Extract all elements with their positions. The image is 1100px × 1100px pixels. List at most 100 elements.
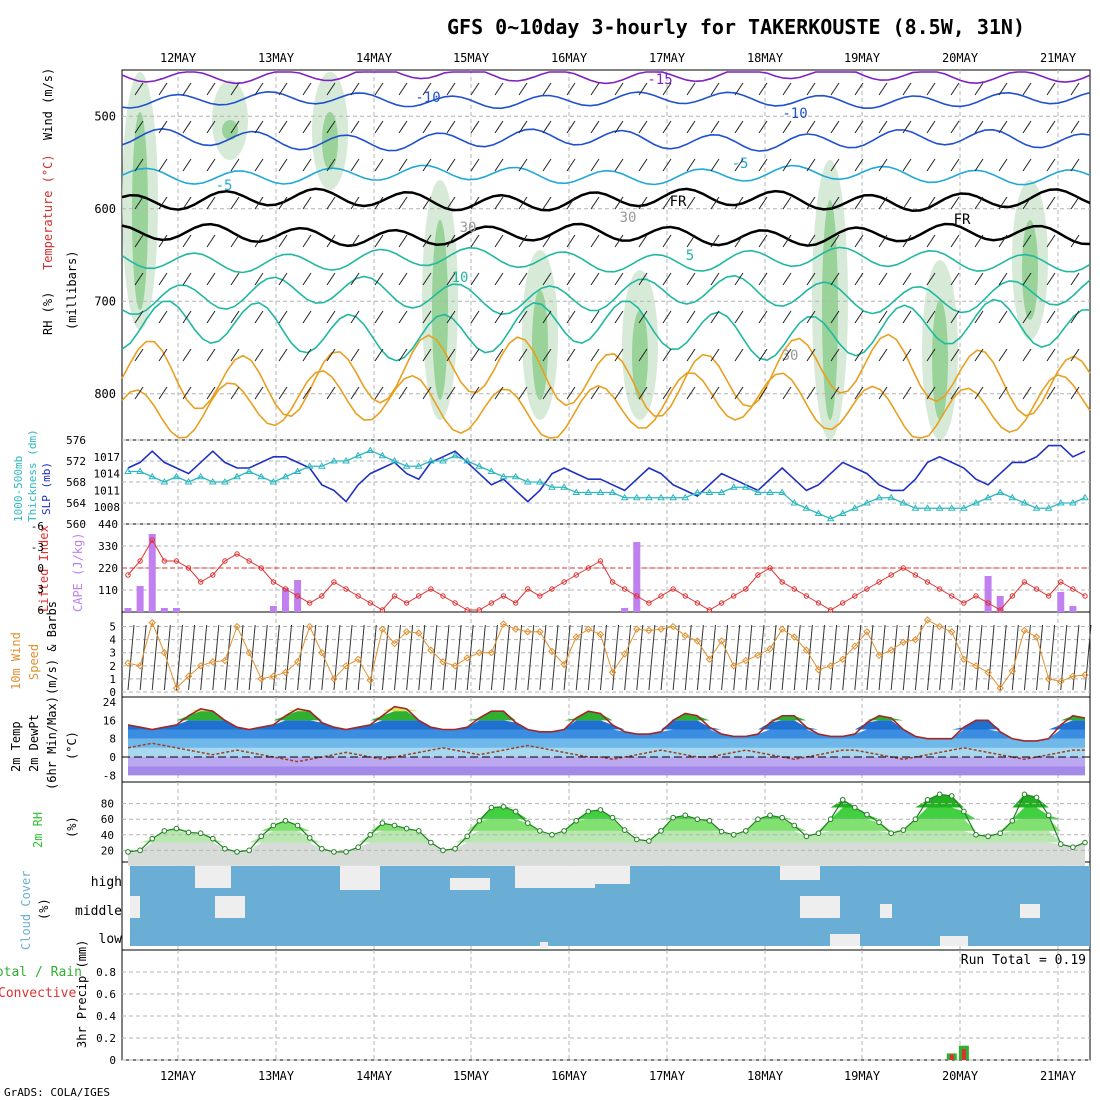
rh-point	[294, 822, 301, 829]
lifted-index-point	[864, 586, 870, 592]
rh-point	[1009, 817, 1016, 824]
wind-barb	[590, 310, 600, 324]
wind-barb	[638, 158, 648, 172]
wind-barb	[542, 120, 552, 134]
wind-barb	[134, 234, 144, 248]
date-label-bottom: 19MAY	[844, 1069, 881, 1083]
wind-barb-10m	[539, 624, 547, 691]
thickness-point	[790, 499, 799, 506]
thickness-point	[330, 457, 338, 464]
wind-barb	[302, 234, 312, 248]
wind-barb	[806, 82, 816, 96]
label-thickness-2: Thickness (dm)	[26, 429, 39, 522]
rh-point	[1070, 844, 1076, 851]
wind-speed-point	[802, 646, 811, 654]
thickness-point	[269, 478, 278, 485]
cloud-gap	[590, 866, 630, 884]
run-total: Run Total = 0.19	[961, 953, 1086, 968]
wind-barb	[950, 386, 960, 400]
wind-barb	[950, 272, 960, 286]
wind-barb	[422, 310, 432, 324]
wind-barb	[1046, 348, 1056, 362]
wind-barb	[494, 348, 504, 362]
date-label-bottom: 18MAY	[747, 1069, 784, 1083]
rh-point	[852, 804, 858, 811]
wind-barb	[278, 348, 288, 362]
thickness-point	[959, 504, 968, 511]
wind-barb	[326, 82, 336, 96]
rh-point	[197, 830, 204, 837]
wind-barb	[974, 386, 984, 400]
wind-barb	[638, 234, 648, 248]
rh-point	[997, 830, 1004, 837]
wind-barb	[1022, 196, 1032, 210]
cloud-gap	[800, 896, 840, 918]
wind-barb	[782, 82, 792, 96]
temp-band	[128, 720, 1085, 730]
wind-barb	[878, 158, 888, 172]
wind-barb	[734, 120, 744, 134]
thickness-point	[923, 504, 932, 511]
wind-barb	[758, 120, 768, 134]
wind-barb	[998, 348, 1008, 362]
wind-tick-label: 0	[109, 686, 116, 699]
rh-point	[924, 796, 931, 803]
thickness-point	[887, 493, 896, 501]
rh-point	[367, 831, 374, 838]
wind-barb	[830, 348, 840, 362]
label-wind: Wind (m/s)	[41, 68, 55, 140]
thickness-point	[1032, 504, 1041, 511]
wind-speed-point	[148, 618, 156, 627]
wind-barb-10m	[963, 624, 971, 691]
rh-point	[415, 828, 422, 834]
wind-speed-point	[681, 632, 689, 640]
temp-band	[128, 757, 1085, 767]
wind-speed-point	[1081, 671, 1089, 679]
wind-speed-point	[342, 662, 350, 670]
wind-barb	[1070, 348, 1080, 362]
thickness-point	[572, 488, 581, 495]
thickness-point	[802, 504, 811, 511]
wind-barb	[302, 348, 312, 362]
wind-barb-10m	[515, 624, 523, 691]
wind-barb	[1022, 272, 1032, 286]
wind-speed-point	[839, 655, 847, 663]
wind-barb	[806, 310, 816, 324]
cape-tick-label: 220	[98, 562, 118, 575]
thickness-tick-label: 560	[66, 518, 86, 531]
wind-barb	[182, 82, 192, 96]
pressure-tick-label: 800	[94, 387, 116, 401]
wind-barb-10m	[599, 624, 607, 691]
wind-barb-10m	[842, 624, 850, 691]
wind-barb	[998, 386, 1008, 400]
label-wind10-a: 10m Wind	[9, 632, 23, 690]
wind-barb-10m	[551, 624, 559, 691]
wind-speed-point	[221, 656, 229, 665]
wind-barb	[350, 310, 360, 324]
wind-barb	[734, 234, 744, 248]
temp-tick-label: 8	[109, 733, 116, 746]
rh-tick-label: 20	[101, 844, 114, 857]
wind-barb	[686, 234, 696, 248]
lifted-index-point	[452, 600, 458, 606]
wind-barb	[710, 310, 720, 324]
rh-point	[452, 845, 458, 852]
wind-barb	[710, 120, 720, 134]
wind-barb	[158, 310, 168, 324]
wind-barb	[230, 272, 240, 286]
wind-barb-10m	[309, 624, 317, 691]
wind-barb	[134, 310, 144, 324]
thickness-point	[439, 457, 447, 464]
temp-band	[128, 766, 1085, 776]
temperature-contour	[121, 274, 1091, 316]
wind-barb	[926, 234, 936, 248]
wind-barb	[758, 82, 768, 96]
wind-speed-point	[572, 633, 580, 641]
lifted-index-point	[609, 579, 616, 585]
lifted-index-point	[319, 593, 325, 599]
temperature-contour	[121, 333, 1091, 418]
wind-barb	[878, 234, 888, 248]
wind-barb	[830, 386, 840, 400]
wind-barb	[854, 272, 864, 286]
thickness-point	[317, 462, 326, 469]
